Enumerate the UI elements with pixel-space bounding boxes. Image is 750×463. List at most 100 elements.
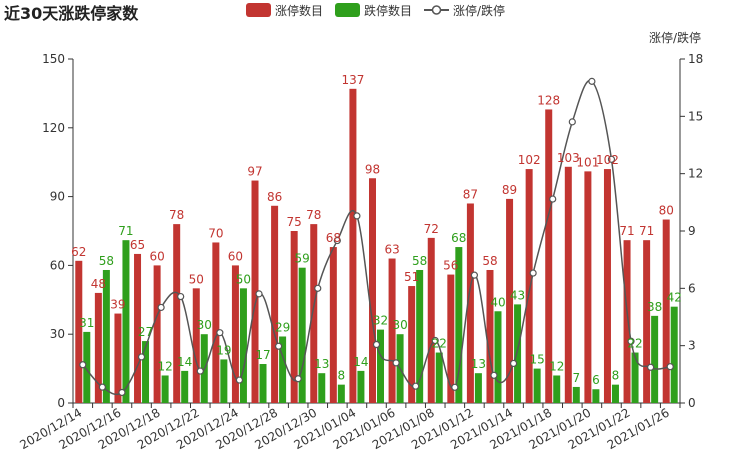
ratio-point xyxy=(235,376,244,384)
data-label-up: 72 xyxy=(424,222,439,236)
bar-down xyxy=(435,352,443,403)
bar-up xyxy=(94,292,102,403)
data-label-down: 14 xyxy=(177,355,192,369)
bar-up xyxy=(408,286,416,403)
bar-down xyxy=(298,267,306,403)
bar-down xyxy=(474,373,482,403)
bar-up xyxy=(231,265,239,403)
ratio-point xyxy=(451,383,459,391)
data-label-down: 12 xyxy=(549,359,564,373)
bar-up xyxy=(310,224,318,403)
ratio-point xyxy=(529,269,537,277)
ratio-point xyxy=(353,212,361,220)
data-label-down: 50 xyxy=(236,272,251,286)
bar-down xyxy=(494,311,502,403)
legend-item-up[interactable]: 涨停数目 xyxy=(246,3,323,18)
data-label-up: 87 xyxy=(463,187,478,201)
legend-item-down[interactable]: 跌停数目 xyxy=(335,3,412,18)
ratio-point xyxy=(412,382,420,390)
y-right-tick-label: 15 xyxy=(688,109,703,123)
bar-up xyxy=(251,180,259,403)
data-label-up: 128 xyxy=(537,93,560,107)
legend-swatch-down xyxy=(335,3,360,17)
bar-down xyxy=(259,364,267,403)
bar-up xyxy=(173,224,181,403)
y-left-tick-label: 0 xyxy=(57,396,65,410)
ratio-point xyxy=(392,359,400,367)
data-label-up: 60 xyxy=(149,249,164,263)
legend-item-ratio[interactable]: 涨停/跌停 xyxy=(424,3,505,18)
bar-down xyxy=(318,373,326,403)
ratio-point xyxy=(431,336,439,345)
bar-down xyxy=(553,375,561,403)
data-label-up: 80 xyxy=(659,204,674,218)
y-left-tick-label: 90 xyxy=(50,190,65,204)
bar-down xyxy=(83,331,91,403)
data-label-down: 8 xyxy=(338,369,346,383)
data-label-up: 68 xyxy=(326,231,341,245)
data-label-up: 97 xyxy=(247,165,262,179)
ratio-point xyxy=(216,329,224,337)
data-label-down: 7 xyxy=(572,371,580,385)
data-label-up: 70 xyxy=(208,226,223,240)
ratio-point xyxy=(196,367,204,375)
data-label-up: 60 xyxy=(228,249,243,263)
bar-down xyxy=(651,315,659,403)
data-label-down: 27 xyxy=(138,325,153,339)
legend-swatch-up xyxy=(246,3,271,17)
bar-up xyxy=(134,253,142,403)
y-right-tick-label: 6 xyxy=(688,281,696,295)
bar-down xyxy=(592,389,600,403)
bar-down xyxy=(455,247,463,403)
data-label-up: 102 xyxy=(518,153,541,167)
data-label-up: 56 xyxy=(443,259,458,273)
data-label-up: 58 xyxy=(482,254,497,268)
ratio-line-layer xyxy=(79,77,674,397)
data-label-up: 78 xyxy=(306,208,321,222)
data-label-down: 30 xyxy=(197,318,212,332)
bar-up xyxy=(114,313,122,403)
data-label-down: 43 xyxy=(510,288,525,302)
ratio-point xyxy=(549,195,557,203)
ratio-point xyxy=(255,290,263,298)
ratio-point xyxy=(509,359,518,368)
bar-down xyxy=(514,304,522,403)
ratio-point xyxy=(157,303,165,312)
bar-up xyxy=(212,242,220,403)
data-label-up: 75 xyxy=(287,215,302,229)
ratio-point xyxy=(333,236,341,245)
data-label-down: 38 xyxy=(647,300,662,314)
data-label-up: 78 xyxy=(169,208,184,222)
ratio-point xyxy=(568,118,576,126)
bar-down xyxy=(102,269,110,403)
bar-down xyxy=(142,341,150,403)
data-label-down: 6 xyxy=(592,373,600,387)
data-label-down: 13 xyxy=(471,357,486,371)
bar-up xyxy=(643,240,651,403)
data-label-down: 68 xyxy=(451,231,466,245)
bar-down xyxy=(161,375,169,403)
bar-up xyxy=(290,231,298,403)
ratio-point xyxy=(177,292,185,301)
data-label-up: 62 xyxy=(71,245,86,259)
data-label-down: 14 xyxy=(353,355,368,369)
bar-down xyxy=(670,306,678,403)
bar-down xyxy=(611,384,619,403)
data-label-up: 103 xyxy=(557,151,580,165)
bar-down xyxy=(631,352,639,403)
y-right-tick-label: 0 xyxy=(688,396,696,410)
ratio-point xyxy=(372,340,381,349)
bar-up xyxy=(192,288,200,403)
bar-down xyxy=(122,240,130,403)
ratio-point xyxy=(137,353,146,361)
data-label-down: 19 xyxy=(216,343,231,357)
data-label-down: 17 xyxy=(255,348,270,362)
bar-up xyxy=(427,237,435,403)
data-label-up: 65 xyxy=(130,238,145,252)
bar-down xyxy=(533,368,541,403)
data-label-up: 101 xyxy=(576,155,599,169)
ratio-point xyxy=(314,284,322,292)
bar-down xyxy=(239,288,247,403)
y-right-tick-label: 18 xyxy=(688,52,703,66)
data-label-down: 71 xyxy=(118,224,133,238)
